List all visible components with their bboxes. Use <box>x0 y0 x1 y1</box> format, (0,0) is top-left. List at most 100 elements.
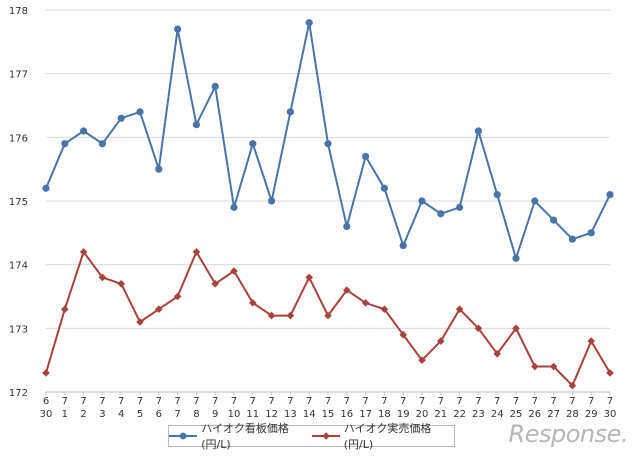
x-tick-month: 6 <box>43 396 49 407</box>
data-point-series-1 <box>512 254 520 262</box>
x-tick-day: 13 <box>284 409 297 420</box>
x-tick-month: 7 <box>193 396 199 407</box>
data-point-series-1 <box>98 140 106 148</box>
x-tick-day: 26 <box>528 409 541 420</box>
x-tick-month: 7 <box>268 396 274 407</box>
data-point-series-2 <box>361 299 370 307</box>
data-point-series-1 <box>343 222 351 231</box>
data-point-series-1 <box>606 191 614 199</box>
data-point-series-1 <box>550 216 558 224</box>
data-point-series-2 <box>380 305 389 314</box>
data-point-series-2 <box>211 279 219 288</box>
data-point-series-1 <box>474 127 482 135</box>
x-tick-day: 30 <box>40 409 53 420</box>
x-tick-day: 7 <box>174 409 180 420</box>
data-point-series-2 <box>324 311 332 320</box>
x-tick-month: 7 <box>419 396 425 407</box>
y-tick-label: 175 <box>9 197 28 208</box>
x-tick-month: 7 <box>362 396 368 407</box>
legend-item-series-2: ハイオク実売価格(円/L) <box>311 420 455 452</box>
data-point-series-1 <box>136 108 144 116</box>
data-point-series-1 <box>493 191 501 199</box>
data-point-series-2 <box>343 286 351 294</box>
data-point-series-2 <box>136 318 144 326</box>
series-markers <box>42 19 614 390</box>
data-point-series-2 <box>98 273 107 282</box>
x-tick-day: 19 <box>397 409 410 420</box>
x-tick-day: 17 <box>359 409 372 420</box>
data-point-series-1 <box>380 184 388 192</box>
x-tick-month: 7 <box>456 396 462 407</box>
x-tick-day: 23 <box>472 409 485 420</box>
data-point-series-1 <box>437 210 445 218</box>
legend-item-series-1: ハイオク看板価格(円/L) <box>169 420 312 452</box>
x-tick-month: 7 <box>325 396 331 407</box>
x-tick-day: 6 <box>156 409 162 420</box>
x-tick-day: 22 <box>453 409 466 420</box>
data-point-series-2 <box>568 381 577 390</box>
data-point-series-2 <box>79 248 88 256</box>
x-tick-month: 7 <box>438 396 444 407</box>
y-tick-label: 177 <box>9 70 28 81</box>
x-tick-month: 7 <box>306 396 312 407</box>
x-tick-day: 4 <box>118 409 124 420</box>
data-point-series-2 <box>606 369 614 377</box>
data-point-series-2 <box>418 356 426 364</box>
y-axis: 172 173 174 175 176 177 178 <box>9 6 28 399</box>
data-point-series-1 <box>587 229 595 237</box>
y-tick-label: 173 <box>9 324 28 335</box>
x-tick-day: 8 <box>193 409 199 420</box>
legend-swatch-series-2 <box>311 432 340 440</box>
legend: ハイオク看板価格(円/L) ハイオク実売価格(円/L) <box>168 422 455 451</box>
x-tick-day: 16 <box>340 409 353 420</box>
data-point-series-1 <box>80 127 88 135</box>
legend-swatch-series-1 <box>169 432 198 440</box>
data-point-series-2 <box>549 362 558 371</box>
x-tick-day: 3 <box>99 409 105 420</box>
x-tick-day: 28 <box>566 409 579 420</box>
y-tick-label: 172 <box>9 388 28 399</box>
data-point-series-1 <box>174 25 182 33</box>
legend-label-series-1: ハイオク看板価格(円/L) <box>201 422 289 451</box>
x-tick-month: 7 <box>513 396 519 407</box>
x-tick-day: 30 <box>604 409 617 420</box>
data-point-series-1 <box>249 140 257 148</box>
data-point-series-1 <box>155 165 163 173</box>
x-tick-month: 7 <box>550 396 556 407</box>
data-point-series-1 <box>211 82 219 90</box>
legend-label-series-2: ハイオク実売価格(円/L) <box>343 422 432 451</box>
x-tick-month: 7 <box>212 396 218 407</box>
x-tick-month: 7 <box>588 396 594 407</box>
data-point-series-2 <box>249 299 257 307</box>
data-point-series-1 <box>418 197 426 205</box>
x-tick-month: 7 <box>400 396 406 407</box>
data-point-series-1 <box>456 203 464 211</box>
x-axis: 6307172737475767778797107117127137147157… <box>40 391 617 420</box>
data-point-series-2 <box>267 311 276 320</box>
data-point-series-2 <box>531 362 539 371</box>
data-point-series-1 <box>230 203 238 211</box>
data-point-series-2 <box>61 305 69 314</box>
data-point-series-2 <box>305 273 313 282</box>
data-point-series-1 <box>42 184 50 192</box>
x-tick-day: 15 <box>322 409 335 420</box>
x-tick-month: 7 <box>231 396 237 407</box>
data-point-series-1 <box>192 121 200 129</box>
x-tick-month: 7 <box>287 396 293 407</box>
x-tick-month: 7 <box>137 396 143 407</box>
data-point-series-2 <box>155 305 163 314</box>
data-point-series-1 <box>305 19 313 27</box>
x-tick-month: 7 <box>344 396 350 407</box>
grid-lines <box>46 9 610 393</box>
x-tick-month: 7 <box>381 396 387 407</box>
data-point-series-2 <box>42 369 50 377</box>
x-tick-day: 25 <box>510 409 523 420</box>
x-tick-month: 7 <box>62 396 68 407</box>
data-point-series-2 <box>230 267 238 275</box>
x-tick-day: 1 <box>62 409 68 420</box>
data-point-series-1 <box>531 197 539 205</box>
x-tick-day: 27 <box>547 409 560 420</box>
data-point-series-2 <box>173 292 182 301</box>
data-point-series-1 <box>568 235 577 243</box>
